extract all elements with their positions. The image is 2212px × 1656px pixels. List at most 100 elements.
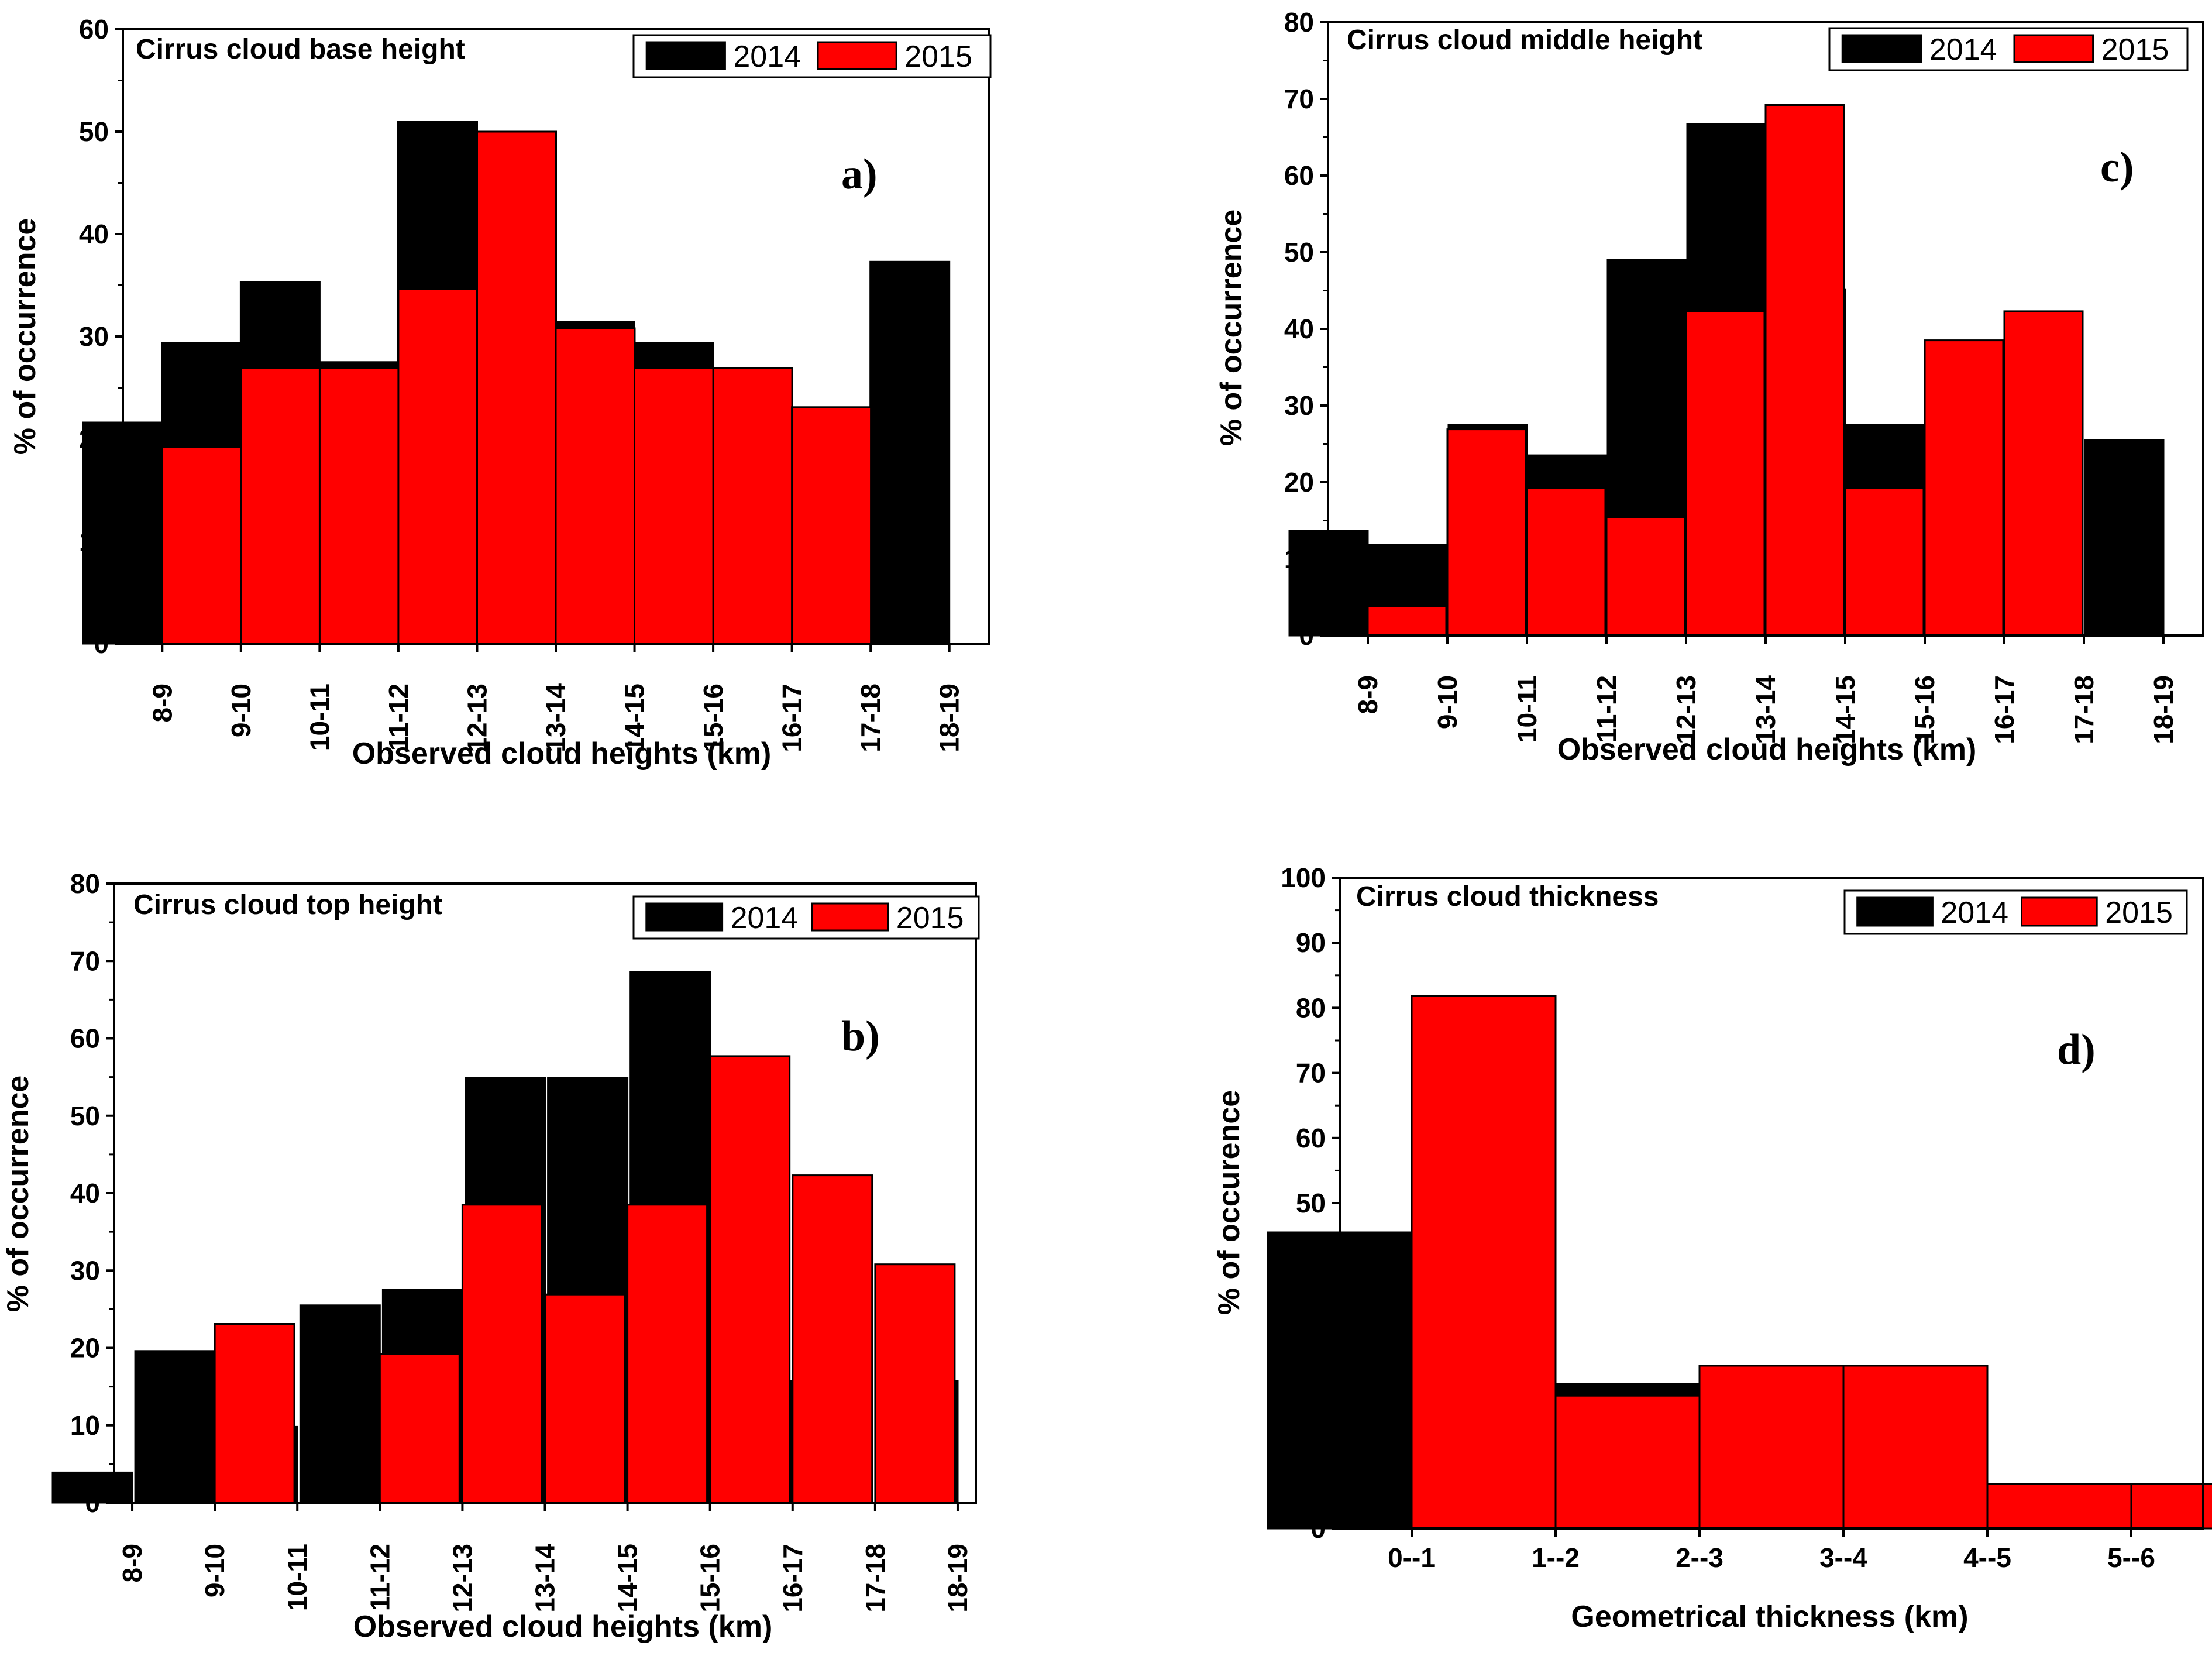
x-tick-label: 12-13	[1671, 675, 1701, 744]
bar-2015-8-9	[1367, 605, 1447, 637]
bar-2015-2--3	[1698, 1365, 1845, 1530]
y-tick-label: 30	[1296, 1318, 1326, 1348]
bar-2015-11-12	[397, 288, 479, 645]
bar-2015-0--1	[1411, 995, 1557, 1530]
bar-2015-15-16	[709, 1055, 791, 1504]
y-tick-label: 40	[1296, 1253, 1326, 1283]
bar-2015-16-17	[2003, 310, 2084, 637]
bar-2015-15-16	[712, 367, 793, 645]
y-tick-label: 0	[94, 628, 109, 659]
bar-2015-13-14	[555, 327, 636, 645]
y-tick-label: 40	[1284, 314, 1314, 344]
bar-2015-5--6	[2130, 1483, 2212, 1530]
x-tick-label: 8-9	[1353, 675, 1383, 714]
chart-title: Cirrus cloud middle height	[1347, 25, 1702, 56]
x-tick-label: 15-16	[695, 1544, 725, 1613]
x-tick-label: 4--5	[1963, 1542, 2011, 1573]
bar-2015-12-13	[1685, 310, 1766, 637]
chart-title: Cirrus cloud thickness	[1356, 881, 1659, 912]
y-tick-label: 10	[79, 526, 109, 556]
chart-title: Cirrus cloud top height	[133, 889, 442, 920]
bar-2015-1--2	[1554, 1394, 1701, 1530]
chart-panel-d: 0 10 20 30 40 50 60 70 80 90 100 0--1 1--2 2--3 3--4 4-…	[1212, 863, 2212, 1634]
y-tick-label: 60	[1284, 160, 1314, 191]
bar-2015-15-16	[1924, 339, 2004, 637]
x-tick-label: 18-19	[942, 1544, 973, 1613]
bar-2015-13-14	[1764, 104, 1845, 637]
bar-2015-4--5	[1986, 1483, 2132, 1530]
y-tick-label: 0	[1310, 1513, 1326, 1544]
y-axis-title: % of occurence	[1212, 1090, 1246, 1315]
x-tick-label: 17-18	[860, 1544, 890, 1613]
bar-2015-13-14	[544, 1293, 625, 1504]
y-tick-label: 50	[1296, 1188, 1326, 1218]
x-tick-label: 13-14	[541, 683, 571, 753]
x-tick-label: 16-17	[777, 683, 807, 753]
x-tick-label: 11-12	[383, 683, 414, 751]
legend-swatch-2014	[1841, 34, 1922, 63]
legend: 2014 2015	[632, 34, 992, 78]
y-tick-label: 70	[70, 946, 100, 976]
x-tick-label: 14-15	[613, 1544, 643, 1613]
legend-swatch-2015	[811, 902, 889, 932]
x-tick-label: 9-10	[226, 683, 256, 737]
y-tick-label: 0	[1299, 620, 1314, 651]
y-axis-title: % of occurrence	[1, 1076, 35, 1313]
x-tick-label: 1--2	[1532, 1542, 1580, 1573]
legend-swatch-2015	[2021, 896, 2098, 927]
bar-2015-8-9	[161, 446, 242, 645]
x-tick-label: 2--3	[1676, 1542, 1723, 1573]
x-tick-label: 10-11	[282, 1544, 312, 1611]
x-tick-label: 17-18	[855, 683, 886, 753]
x-tick-label: 0--1	[1388, 1542, 1436, 1573]
x-tick-label: 15-16	[1910, 675, 1940, 744]
x-tick-label: 14-15	[1830, 675, 1860, 744]
y-tick-label: 20	[1296, 1383, 1326, 1414]
legend-label-2015: 2015	[2105, 896, 2173, 930]
x-axis-title: Geometrical thickness (km)	[1571, 1600, 1968, 1634]
legend-swatch-2014	[1856, 896, 1934, 927]
y-tick-label: 70	[1296, 1058, 1326, 1088]
bar-2015-12-13	[476, 130, 557, 645]
y-tick-label: 60	[70, 1023, 100, 1054]
legend: 2014 2015	[632, 895, 980, 940]
y-tick-label: 60	[79, 14, 109, 44]
y-tick-label: 40	[70, 1178, 100, 1208]
y-tick-label: 30	[70, 1255, 100, 1286]
bar-2015-14-15	[634, 367, 714, 645]
bar-2014-11-12	[299, 1304, 381, 1504]
legend-label-2014: 2014	[1929, 33, 1997, 67]
panel-label: a)	[841, 150, 878, 198]
bar-2015-3--4	[1842, 1365, 1989, 1530]
x-axis-title: Observed cloud heights (km)	[1557, 733, 1977, 767]
bar-2015-11-12	[379, 1353, 460, 1504]
y-tick-label: 20	[79, 424, 109, 454]
y-tick-label: 50	[79, 116, 109, 147]
x-tick-label: 18-19	[2148, 675, 2179, 744]
chart-panel-c: 0 10 20 30 40 50 60 70 80 8-9 9-10 10-11 11-12 12-13 1…	[1215, 7, 2204, 767]
bar-2015-16-17	[791, 406, 872, 645]
x-tick-label: 8-9	[147, 683, 177, 722]
x-axis-title: Observed cloud heights (km)	[353, 1610, 773, 1644]
bar-2015-10-11	[1526, 487, 1606, 637]
x-tick-label: 12-13	[447, 1544, 477, 1613]
x-tick-label: 17-18	[2069, 675, 2099, 744]
y-tick-label: 50	[1284, 237, 1314, 267]
bar-2015-9-10	[240, 367, 321, 645]
bar-2015-14-15	[627, 1204, 708, 1504]
bar-2015-10-11	[318, 367, 400, 645]
y-tick-label: 80	[1296, 992, 1326, 1023]
y-tick-label: 50	[70, 1101, 100, 1131]
legend-swatch-2015	[2013, 34, 2094, 63]
bar-2015-12-13	[461, 1204, 543, 1504]
x-tick-label: 9-10	[199, 1544, 230, 1597]
legend-label-2015: 2015	[2101, 33, 2169, 67]
legend-swatch-2015	[817, 41, 897, 70]
y-tick-label: 60	[1296, 1123, 1326, 1153]
x-tick-label: 11-12	[364, 1544, 395, 1611]
chart-panel-a: 0 10 20 30 40 50 60 8-9 9-10 10-11 11-12 12-13 13-14…	[8, 14, 992, 771]
x-tick-label: 16-17	[1989, 675, 2020, 744]
x-tick-label: 10-11	[304, 683, 335, 751]
bar-2015-11-12	[1605, 516, 1686, 637]
